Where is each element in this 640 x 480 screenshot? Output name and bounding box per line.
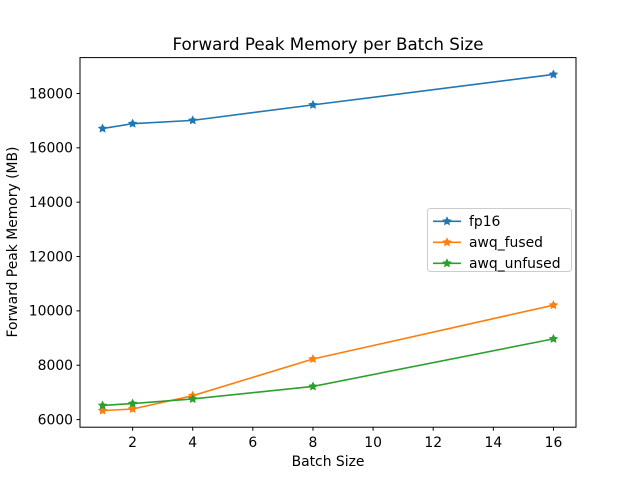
data-point-awq_fused-x1: [97, 405, 108, 415]
data-point-awq_fused-x16: [548, 300, 559, 310]
data-point-awq_unfused-x1: [97, 400, 108, 410]
x-tick-label: 8: [309, 435, 318, 451]
legend-box: [427, 208, 572, 272]
data-point-fp16-x4: [187, 115, 198, 125]
y-tick-label: 16000: [29, 141, 73, 157]
y-tick-label: 6000: [38, 412, 73, 428]
series-line-awq_fused: [101, 304, 555, 412]
data-point-awq_unfused-x2: [127, 398, 138, 408]
data-point-fp16-x1: [97, 123, 108, 133]
x-tick-label: 10: [364, 435, 382, 451]
y-axis-label: Forward Peak Memory (MB): [5, 147, 21, 338]
data-point-fp16-x16: [548, 69, 559, 79]
y-tick-label: 12000: [29, 249, 73, 265]
legend-marker-fp16: [442, 216, 452, 226]
data-point-fp16-x2: [127, 118, 138, 128]
y-tick-label: 14000: [29, 195, 73, 211]
x-tick-label: 16: [545, 435, 563, 451]
series-line-fp16: [101, 73, 555, 130]
x-tick-label: 4: [188, 435, 197, 451]
x-tick-label: 6: [248, 435, 257, 451]
data-point-awq_fused-x2: [127, 403, 138, 414]
legend-label-awq_fused: awq_fused: [469, 235, 543, 251]
legend-marker-awq_unfused: [442, 258, 452, 268]
data-point-awq_unfused-x16: [548, 333, 559, 343]
plot-area: 6000 8000 10000 12000 14000 16000 18000 2 4 6 8 10 1…: [29, 57, 577, 451]
chart-title: Forward Peak Memory per Batch Size: [172, 34, 483, 54]
axes-frame: [79, 57, 577, 428]
legend-marker-awq_fused: [442, 237, 452, 247]
data-point-fp16-x8: [308, 99, 318, 109]
legend: fp16 awq_fused awq_unfused: [427, 208, 572, 272]
data-point-awq_unfused-x4: [187, 393, 198, 403]
y-tick-label: 18000: [29, 86, 73, 102]
x-axis-label: Batch Size: [292, 454, 365, 470]
y-tick-label: 8000: [38, 358, 73, 374]
y-tick-label: 10000: [29, 304, 73, 320]
x-tick-label: 12: [424, 435, 442, 451]
data-point-awq_unfused-x8: [308, 381, 318, 391]
legend-label-fp16: fp16: [469, 214, 500, 230]
data-point-awq_fused-x8: [308, 353, 318, 364]
x-tick-label: 2: [128, 435, 137, 451]
x-tick-label: 14: [484, 435, 502, 451]
legend-label-awq_unfused: awq_unfused: [469, 256, 561, 272]
series-line-awq_unfused: [101, 338, 555, 407]
